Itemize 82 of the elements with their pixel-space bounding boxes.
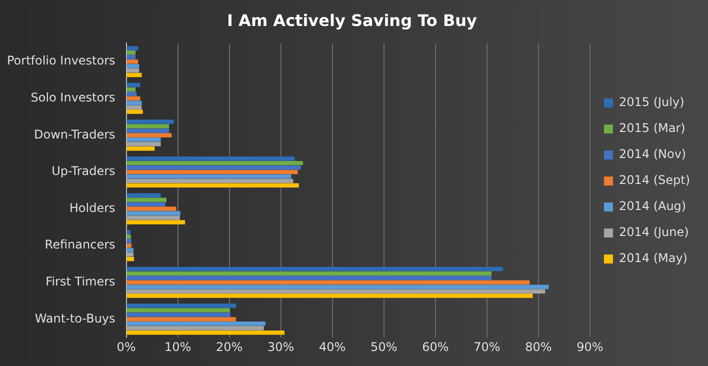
legend-label: 2014 (June) [618, 225, 689, 240]
bar [126, 304, 236, 308]
y-tick-label: Holders [69, 200, 116, 215]
y-tick-label: Want-to-Buys [34, 311, 116, 326]
bar [126, 110, 143, 114]
y-tick-label: Down-Traders [34, 127, 116, 142]
bar [126, 64, 140, 68]
bar [126, 160, 303, 166]
y-tick-label: Refinancers [44, 238, 116, 252]
bar [126, 330, 284, 335]
x-tick-label: 30% [268, 340, 294, 354]
bar [126, 146, 155, 151]
y-tick-label: Portfolio Investors [6, 54, 116, 68]
legend-label: 2014 (Sept) [618, 173, 690, 188]
bar [126, 142, 161, 146]
bar [126, 211, 180, 216]
bar [126, 276, 492, 280]
y-tick-label: Up-Traders [52, 164, 116, 178]
bar [126, 170, 298, 174]
bar [126, 243, 132, 248]
bar [126, 193, 161, 198]
bar [126, 105, 142, 110]
bar [126, 72, 142, 78]
y-tick-label: Solo Investors [30, 90, 116, 105]
x-tick-label: 10% [164, 340, 192, 354]
bar [126, 100, 142, 105]
bar [126, 68, 140, 73]
bar [126, 271, 492, 276]
bar [126, 178, 294, 184]
x-tick-label: 80% [525, 340, 552, 354]
bar [126, 96, 140, 101]
chart-title: I Am Actively Saving To Buy [227, 10, 478, 30]
bar [126, 252, 134, 257]
x-tick-label: 0% [116, 340, 136, 354]
bar [126, 82, 140, 88]
bar [126, 92, 137, 96]
bar [126, 59, 138, 64]
bar [126, 202, 166, 206]
bar [126, 133, 172, 138]
bar [126, 317, 236, 322]
bar [126, 248, 134, 252]
bar [126, 174, 292, 179]
x-tick-label: 70% [474, 340, 500, 354]
bar [126, 165, 301, 170]
bar [126, 280, 530, 285]
bar [126, 198, 166, 202]
x-tick-label: 20% [216, 340, 243, 354]
x-tick-label: 50% [370, 340, 398, 354]
legend-label: 2014 (Aug) [618, 199, 686, 214]
legend-label: 2015 (July) [618, 95, 684, 110]
bar [126, 55, 136, 60]
bar [126, 138, 161, 142]
bar [126, 256, 134, 262]
bar [126, 156, 295, 161]
bar [126, 266, 503, 272]
bar [126, 239, 132, 244]
x-tick-label: 40% [319, 340, 346, 354]
bar [126, 46, 138, 50]
bar [126, 289, 546, 294]
x-tick-label: 90% [576, 340, 604, 354]
legend-label: 2014 (May) [618, 251, 688, 266]
bar [126, 50, 136, 55]
bar [126, 284, 549, 289]
bar [126, 308, 230, 312]
legend-label: 2015 (Mar) [618, 121, 686, 136]
y-tick-label: First Timers [46, 274, 116, 289]
bar [126, 322, 266, 326]
bar [126, 230, 130, 234]
bar [126, 326, 264, 330]
bar [126, 294, 533, 298]
bar [126, 234, 131, 239]
bar [126, 183, 299, 188]
legend-label: 2014 (Nov) [618, 147, 686, 162]
x-tick-label: 60% [422, 340, 449, 354]
bar [126, 216, 180, 220]
bar [126, 124, 170, 128]
bar [126, 206, 176, 211]
bar [126, 87, 136, 92]
bar [126, 312, 230, 317]
bar [126, 120, 174, 124]
bar [126, 220, 186, 224]
bar [126, 128, 170, 133]
